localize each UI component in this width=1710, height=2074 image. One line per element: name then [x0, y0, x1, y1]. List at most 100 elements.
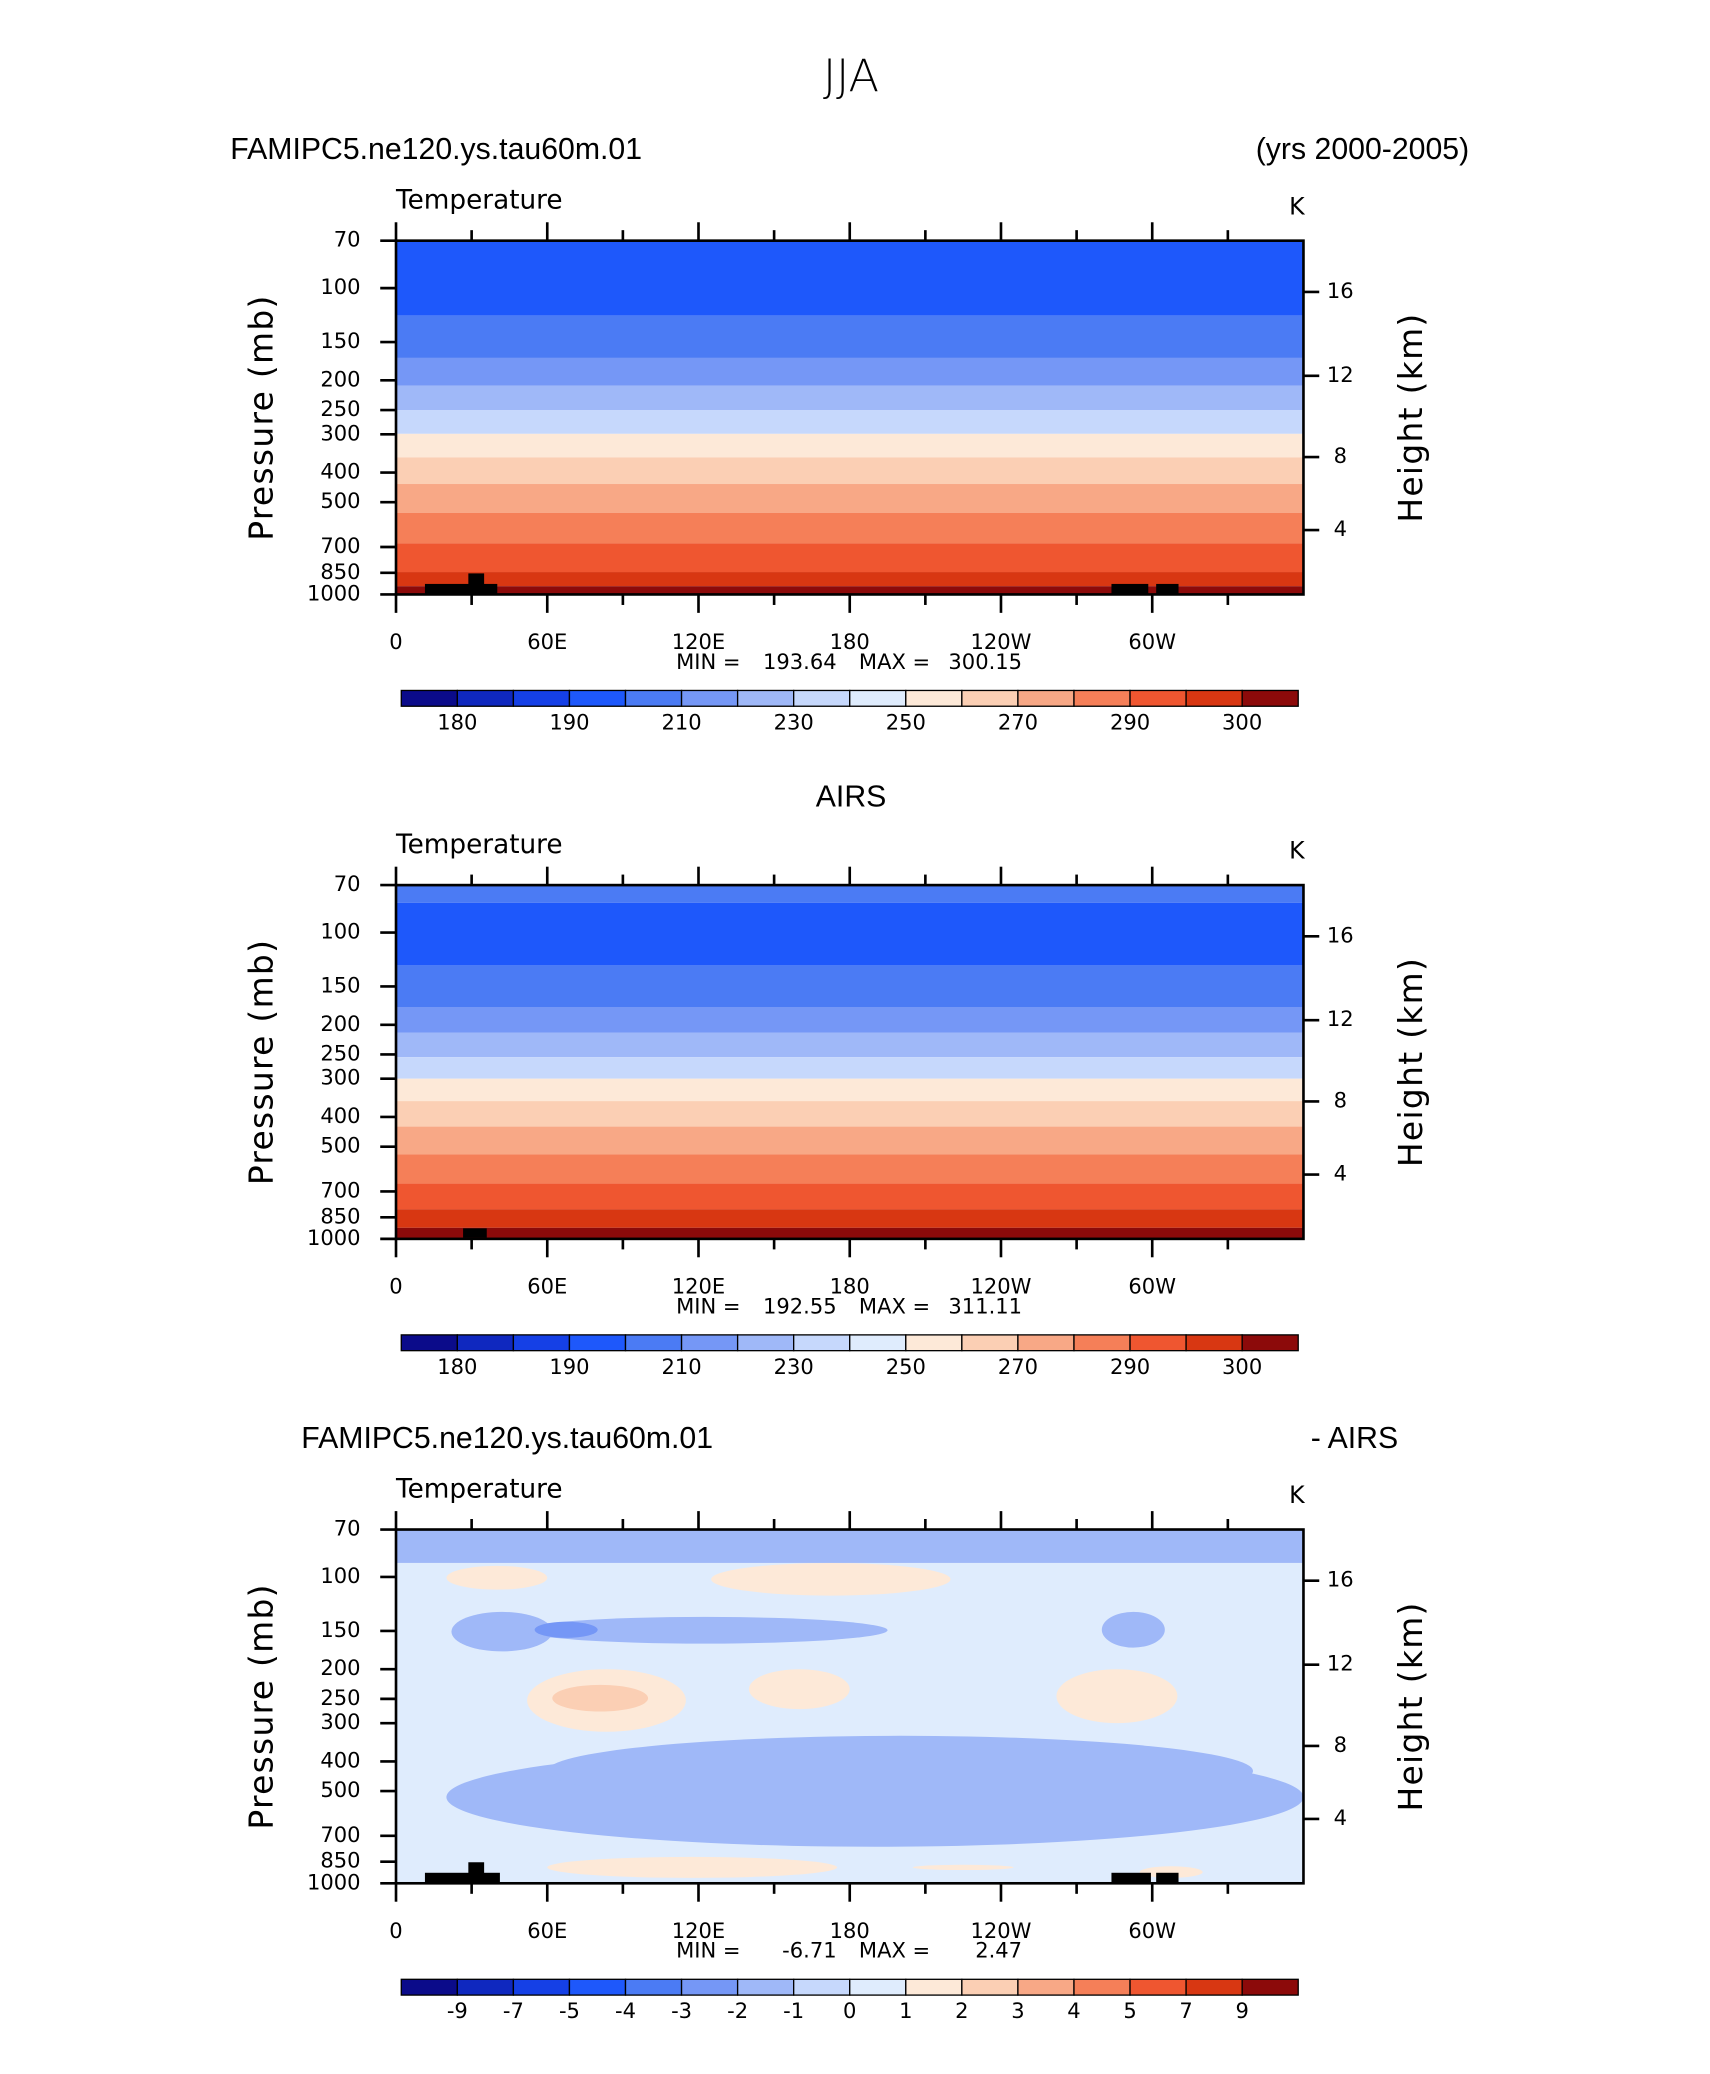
y-tick-label: 400 [320, 1103, 360, 1128]
contour-band [396, 484, 1304, 513]
y2-tick-label: 12 [1327, 1651, 1354, 1676]
colorbar-label: 250 [886, 1354, 926, 1379]
y-axis-title: Pressure (mb) [242, 1583, 281, 1829]
colorbar-box [793, 1978, 851, 1996]
colorbar-label: -1 [783, 1998, 804, 2023]
colorbar-box [1073, 1978, 1131, 1996]
x-tick-label: 120W [971, 1918, 1032, 1943]
colorbar-box [1129, 689, 1187, 707]
terrain-block [1156, 583, 1179, 595]
colorbar-box [1185, 689, 1243, 707]
contour-band [396, 512, 1304, 544]
colorbar-box [736, 689, 795, 707]
colorbar-label: 270 [998, 709, 1038, 734]
panel: 0 60E 120E 180 120W 60W7010015020025030040050… [230, 49, 1469, 734]
colorbar-box [400, 1334, 458, 1352]
contour-band [396, 410, 1304, 434]
colorbar-label: 230 [774, 1354, 814, 1379]
colorbar-label: 180 [437, 1354, 477, 1379]
max-label: MAX = [859, 1938, 930, 1963]
y-tick-label: 1000 [307, 580, 361, 605]
y-tick-label: 100 [320, 274, 360, 299]
colorbar-box [568, 1334, 627, 1352]
colorbar-box [1241, 1334, 1299, 1352]
contour-band [396, 1227, 1304, 1239]
contour-blob [547, 1856, 838, 1878]
colorbar-label: -5 [559, 1998, 580, 2023]
contour-blob [912, 1864, 1014, 1871]
y-tick-label: 300 [320, 1709, 360, 1734]
max-label: MAX = [859, 1293, 930, 1318]
contour-band [396, 1078, 1304, 1102]
y2-tick-label: 16 [1327, 1567, 1354, 1592]
colorbar-box [568, 689, 627, 707]
colorbar-box [680, 1334, 739, 1352]
center-title: AIRS [816, 780, 887, 813]
colorbar-box [1017, 1978, 1075, 1996]
contour-band [396, 240, 1304, 316]
panel-subtitle: Temperature [395, 1475, 563, 1505]
colorbar-label: 210 [661, 1354, 701, 1379]
y-tick-label: 150 [320, 1617, 360, 1642]
contour-band [396, 385, 1304, 411]
y-tick-label: 850 [320, 1848, 360, 1873]
colorbar-box [400, 1978, 458, 1996]
colorbar-label: 1 [899, 1998, 912, 2023]
left-title: FAMIPC5.ne120.ys.tau60m.01 [230, 133, 642, 166]
x-tick-label: 60E [527, 629, 567, 654]
terrain-block [1111, 1872, 1151, 1884]
y-tick-label: 150 [320, 328, 360, 353]
contour-band [396, 357, 1304, 386]
contour-band [396, 1032, 1304, 1058]
colorbar-box [849, 1334, 907, 1352]
contour-band [396, 1057, 1304, 1079]
x-tick-label: 0 [389, 629, 402, 654]
contour-band [396, 902, 1304, 966]
terrain-block [424, 583, 498, 595]
contour-band [396, 1101, 1304, 1127]
y2-tick-label: 16 [1327, 278, 1354, 303]
y-tick-label: 250 [320, 1040, 360, 1065]
panel-subtitle: Temperature [395, 186, 563, 216]
units: K [1289, 192, 1306, 220]
panel-subtitle: Temperature [395, 830, 563, 860]
x-tick-label: 0 [389, 1274, 402, 1299]
colorbar-label: 9 [1235, 1998, 1248, 2023]
y-tick-label: 700 [320, 1177, 360, 1202]
y2-tick-label: 16 [1327, 922, 1354, 947]
colorbar-box [849, 1978, 907, 1996]
colorbar-box [1241, 1978, 1299, 1996]
terrain-block [468, 573, 485, 587]
colorbar-box [905, 689, 963, 707]
colorbar-label: -2 [727, 1998, 748, 2023]
colorbar-box [512, 1978, 571, 1996]
colorbar-box [624, 689, 683, 707]
y-tick-label: 70 [334, 871, 361, 896]
y-tick-label: 300 [320, 420, 360, 445]
panel: 0 60E 120E 180 120W 60W7010015020025030040050… [242, 1422, 1430, 2023]
x-tick-label: 120E [672, 629, 725, 654]
y-tick-label: 250 [320, 1685, 360, 1710]
x-tick-label: 120W [971, 1274, 1032, 1299]
contour-band [396, 1209, 1304, 1228]
contour-blob [1101, 1611, 1165, 1648]
units: K [1289, 1481, 1306, 1509]
colorbar-label: -4 [615, 1998, 636, 2023]
x-tick-label: 180 [830, 629, 870, 654]
contour-blob [547, 1735, 1254, 1807]
colorbar-box [961, 1978, 1019, 1996]
contour-blob [748, 1669, 850, 1710]
y-tick-label: 250 [320, 396, 360, 421]
max-value: 300.15 [948, 649, 1022, 674]
min-value: -6.71 [782, 1938, 836, 1963]
y-tick-label: 500 [320, 488, 360, 513]
y-tick-label: 200 [320, 1011, 360, 1036]
x-tick-label: 120E [672, 1274, 725, 1299]
right-title: (yrs 2000-2005) [1256, 133, 1469, 166]
terrain [424, 573, 1179, 1884]
max-value: 311.11 [948, 1293, 1022, 1318]
min-label: MIN = [676, 649, 740, 674]
x-tick-label: 60E [527, 1918, 567, 1943]
colorbar-box [849, 689, 907, 707]
colorbar-box [456, 689, 515, 707]
